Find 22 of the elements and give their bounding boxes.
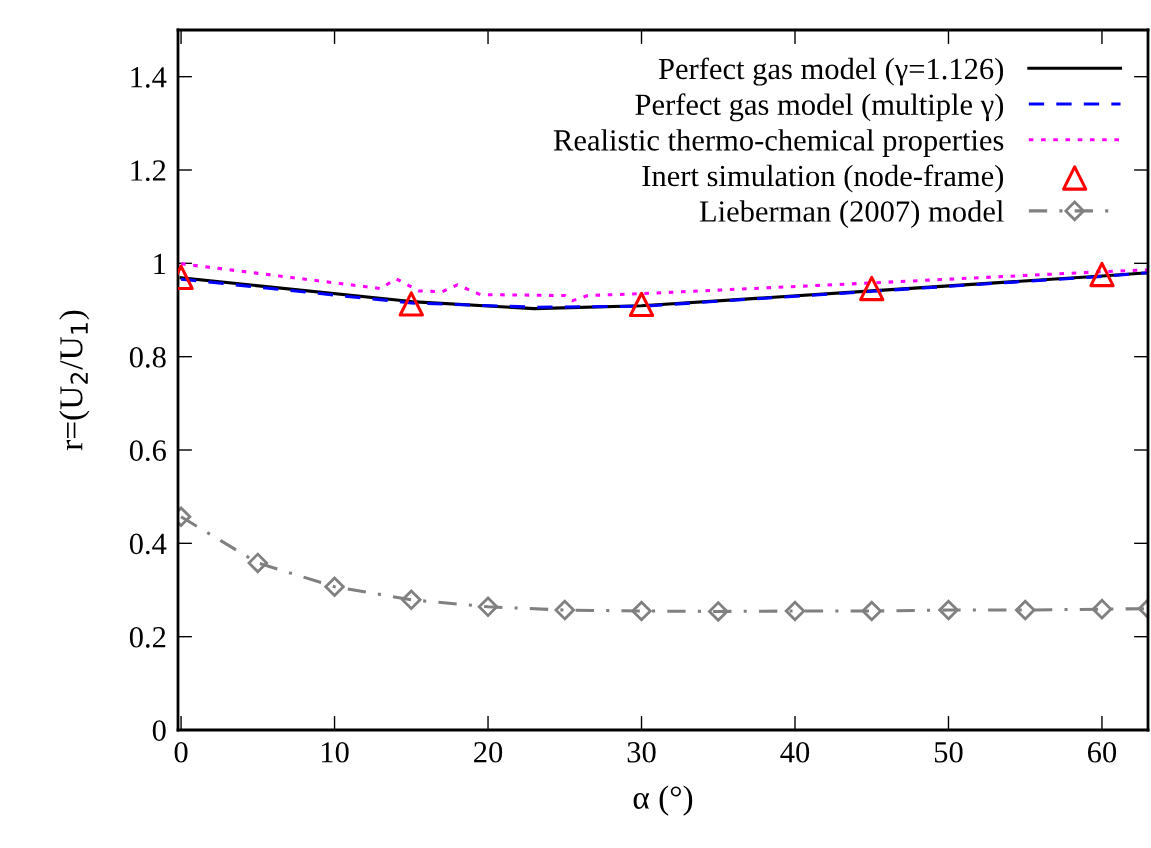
y-tick-label: 1 [154, 253, 166, 274]
y-tick-label: 1.2 [131, 160, 166, 182]
y-tick-label: 0.6 [129, 440, 166, 462]
legend-label: Realistic thermo-chemical properties [553, 129, 1004, 157]
y-tick-label: 0.4 [129, 533, 167, 555]
x-axis-title: α (°) [633, 785, 693, 816]
y-axis-title: r=(U$_{2}$/U$_{1}$) [59, 310, 90, 451]
x-tick-label: 60 [1087, 741, 1117, 763]
legend-label: Perfect gas model (multiple γ) [635, 93, 1004, 122]
legend-label: Lieberman (2007) model [699, 200, 1004, 229]
y-tick-label: 1.4 [131, 67, 167, 88]
legend-label: Inert simulation (node-frame) [642, 164, 1004, 193]
y-tick-label: 0.8 [129, 346, 166, 368]
y-tick-label: 0.2 [129, 626, 166, 648]
y-tick-label: 0 [152, 720, 166, 741]
x-tick-label: 20 [474, 741, 503, 763]
x-tick-label: 0 [174, 741, 188, 763]
legend-label: Perfect gas model (γ=1.126) [658, 57, 1004, 86]
x-tick-label: 30 [627, 741, 656, 763]
x-tick-label: 50 [934, 741, 963, 763]
x-tick-label: 40 [780, 741, 810, 763]
x-tick-label: 10 [321, 741, 349, 763]
